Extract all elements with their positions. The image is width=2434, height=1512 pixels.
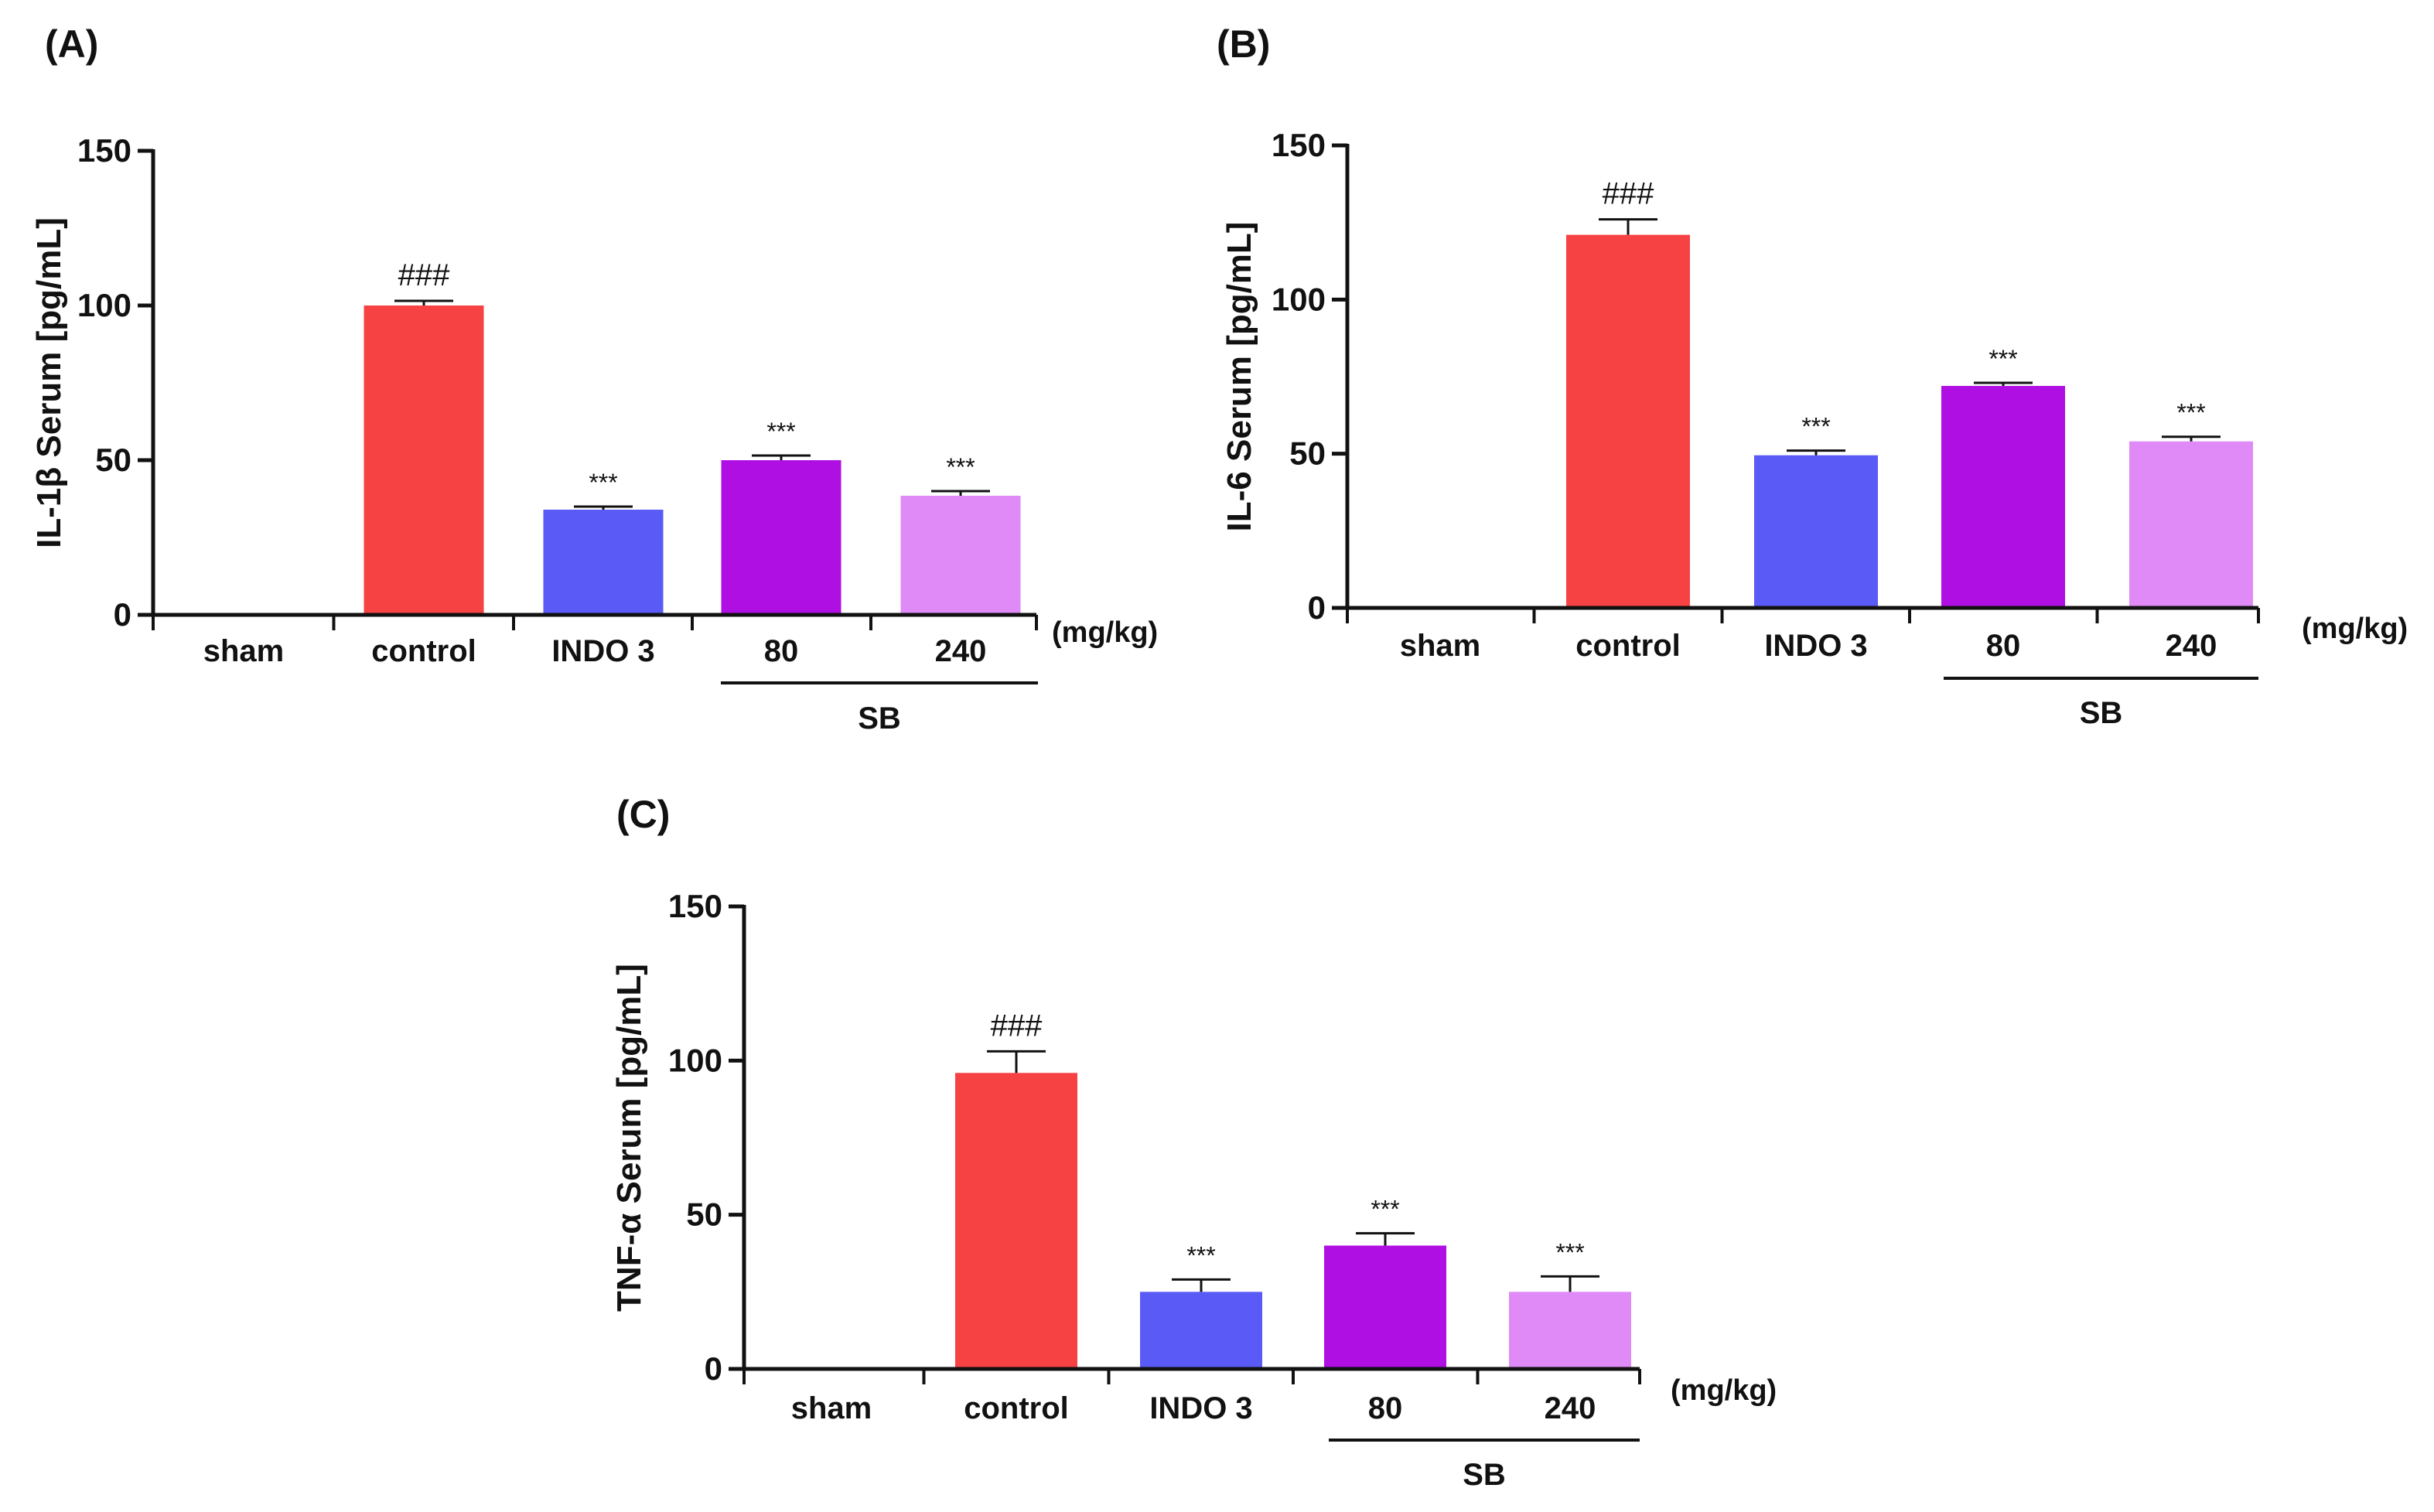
significance-label-80: ***	[766, 418, 795, 445]
group-label: SB	[2080, 696, 2123, 730]
bar-control	[1566, 234, 1690, 608]
bar-80	[1941, 385, 2065, 608]
y-tick-label: 150	[668, 888, 722, 924]
significance-label-control: ###	[1603, 177, 1654, 211]
x-tick-label-240: 240	[935, 634, 987, 668]
x-tick-label-80: 80	[1368, 1391, 1403, 1425]
bar-80	[721, 460, 841, 615]
significance-label-80: ***	[1371, 1196, 1399, 1224]
panel-label: (C)	[616, 793, 670, 836]
x-tick-label-indo-3: INDO 3	[1149, 1391, 1252, 1425]
y-tick-label: 50	[95, 442, 131, 478]
bar-240	[1509, 1292, 1631, 1369]
panel-label: (A)	[45, 22, 98, 66]
y-tick-label: 0	[1308, 589, 1326, 626]
bar-indo-3	[1754, 455, 1878, 608]
x-tick-label-control: control	[371, 634, 476, 668]
y-tick-label: 50	[1289, 435, 1326, 472]
bar-control	[955, 1073, 1077, 1369]
y-tick-label: 150	[77, 132, 131, 169]
significance-label-240: ***	[1555, 1238, 1584, 1266]
bar-240	[900, 496, 1021, 615]
bar-240	[2129, 441, 2253, 608]
bar-indo-3	[543, 510, 664, 615]
bar-indo-3	[1140, 1292, 1262, 1369]
bar-control	[364, 305, 484, 615]
x-tick-label-sham: sham	[791, 1391, 872, 1425]
significance-label-indo-3: ***	[1801, 413, 1830, 441]
x-tick-label-240: 240	[1545, 1391, 1596, 1425]
unit-label: (mg/kg)	[2302, 613, 2408, 645]
y-tick-label: 100	[1272, 281, 1326, 317]
y-tick-label: 50	[686, 1196, 722, 1233]
y-tick-label: 100	[77, 287, 131, 323]
y-axis-label: TNF-α Serum [pg/mL]	[610, 964, 648, 1312]
panel-a: (A) IL-1β Serum [pg/mL] sham ### control *** I…	[30, 22, 1158, 736]
panel-c: (C) TNF-α Serum [pg/mL] sham ### control *** I…	[610, 793, 1777, 1492]
panel-label: (B)	[1217, 22, 1270, 66]
x-tick-label-control: control	[964, 1391, 1069, 1425]
x-tick-label-indo-3: INDO 3	[1764, 629, 1867, 663]
x-tick-label-80: 80	[764, 634, 799, 668]
significance-label-240: ***	[2176, 399, 2205, 427]
significance-label-80: ***	[1989, 345, 2017, 373]
panel-b: (B) IL-6 Serum [pg/mL] sham ### control *** IN…	[1217, 22, 2408, 730]
significance-label-control: ###	[991, 1009, 1043, 1043]
significance-label-indo-3: ***	[1186, 1241, 1215, 1269]
y-tick-label: 150	[1272, 127, 1326, 163]
group-label: SB	[858, 701, 901, 736]
x-tick-label-sham: sham	[203, 634, 285, 668]
y-axis-label: IL-1β Serum [pg/mL]	[30, 217, 68, 548]
y-axis-label: IL-6 Serum [pg/mL]	[1220, 222, 1258, 532]
unit-label: (mg/kg)	[1671, 1374, 1777, 1407]
unit-label: (mg/kg)	[1052, 616, 1158, 649]
y-tick-label: 0	[705, 1350, 722, 1387]
significance-label-indo-3: ***	[589, 469, 617, 497]
x-tick-label-control: control	[1575, 629, 1681, 663]
significance-label-control: ###	[398, 258, 450, 292]
x-tick-label-240: 240	[2166, 629, 2217, 663]
x-tick-label-indo-3: INDO 3	[551, 634, 654, 668]
significance-label-240: ***	[946, 453, 975, 481]
x-tick-label-sham: sham	[1400, 629, 1481, 663]
y-tick-label: 0	[114, 596, 131, 633]
group-label: SB	[1463, 1458, 1506, 1492]
x-tick-label-80: 80	[1986, 629, 2021, 663]
y-tick-label: 100	[668, 1042, 722, 1078]
bar-80	[1324, 1245, 1446, 1369]
